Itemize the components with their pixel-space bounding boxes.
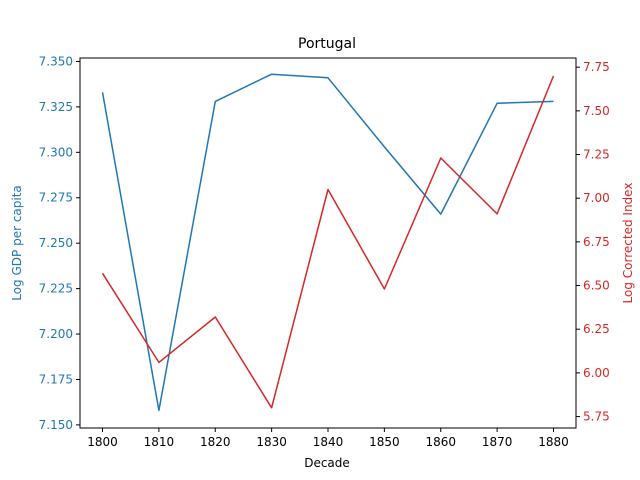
right-y-tick-label: 5.75	[583, 410, 610, 424]
left-y-tick-label: 7.300	[39, 145, 73, 159]
plot-area	[101, 73, 555, 412]
x-tick-label: 1830	[256, 435, 287, 449]
x-tick-label: 1850	[369, 435, 400, 449]
right-y-tick-label: 6.50	[583, 279, 610, 293]
right-y-axis: 5.75 6.00 6.25 6.50 6.75 7.00 7.25 7.50 7.75	[576, 60, 610, 424]
left-y-tick-label: 7.150	[39, 418, 73, 432]
x-tick-label: 1800	[87, 435, 118, 449]
x-axis: 1800 1810 1820 1830 1840 1850 1860 1870 1880	[87, 428, 569, 449]
right-y-tick-label: 6.75	[583, 235, 610, 249]
x-tick-label: 1860	[425, 435, 456, 449]
left-y-tick-label: 7.350	[39, 54, 73, 68]
right-y-tick-label: 6.00	[583, 366, 610, 380]
x-tick-label: 1880	[538, 435, 569, 449]
left-y-tick-label: 7.225	[39, 282, 73, 296]
x-tick-label: 1810	[144, 435, 175, 449]
left-y-tick-label: 7.200	[39, 327, 73, 341]
right-y-tick-label: 7.75	[583, 60, 610, 74]
right-y-tick-label: 7.50	[583, 104, 610, 118]
chart-title: Portugal	[298, 36, 356, 52]
x-axis-label: Decade	[304, 456, 350, 470]
left-y-tick-label: 7.275	[39, 191, 73, 205]
right-y-axis-label: Log Corrected Index	[621, 183, 635, 304]
x-tick-label: 1820	[200, 435, 231, 449]
right-y-tick-label: 6.25	[583, 322, 610, 336]
right-y-tick-label: 7.00	[583, 191, 610, 205]
left-y-axis-label: Log GDP per capita	[10, 185, 24, 301]
right-y-tick-label: 7.25	[583, 148, 610, 162]
x-tick-label: 1840	[313, 435, 344, 449]
left-y-tick-label: 7.325	[39, 100, 73, 114]
series-line-left	[101, 73, 554, 412]
left-y-tick-label: 7.250	[39, 236, 73, 250]
series-line-right	[101, 75, 555, 409]
left-y-axis: 7.150 7.175 7.200 7.225 7.250 7.275 7.300 7.325…	[39, 54, 80, 432]
x-tick-label: 1870	[482, 435, 513, 449]
left-y-tick-label: 7.175	[39, 372, 73, 386]
